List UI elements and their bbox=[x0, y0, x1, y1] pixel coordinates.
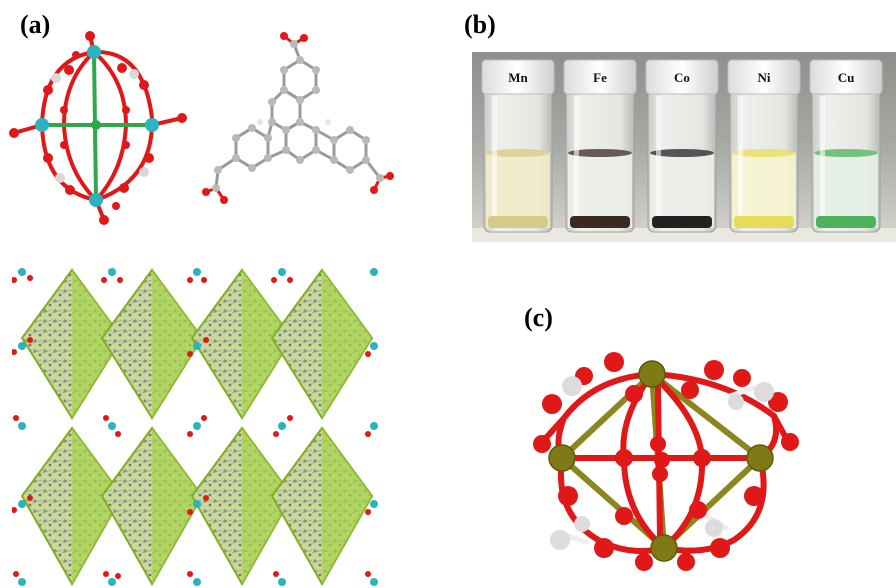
ligand-diagram bbox=[202, 32, 394, 204]
metal-cluster-diagram bbox=[9, 31, 187, 225]
vial-cu: Cu bbox=[809, 59, 883, 233]
vial-co: Co bbox=[645, 59, 719, 233]
vial-fe: Fe bbox=[563, 59, 637, 233]
vial-mn: Mn bbox=[481, 59, 555, 233]
vial-label-cu: Cu bbox=[838, 70, 855, 85]
panel-label-b: (b) bbox=[464, 10, 496, 39]
vial-label-ni: Ni bbox=[758, 70, 771, 85]
panel-label-a: (a) bbox=[20, 10, 51, 39]
vials-photo: Mn Fe Co Ni Cu bbox=[472, 52, 896, 242]
vial-label-fe: Fe bbox=[593, 70, 607, 85]
panel-label-c: (c) bbox=[524, 303, 553, 332]
metal-oxo-cluster-diagram bbox=[533, 352, 799, 571]
vial-ni: Ni bbox=[727, 59, 801, 233]
vial-label-co: Co bbox=[674, 70, 690, 85]
framework-packing-diagram bbox=[12, 268, 384, 586]
vial-label-mn: Mn bbox=[508, 70, 528, 85]
